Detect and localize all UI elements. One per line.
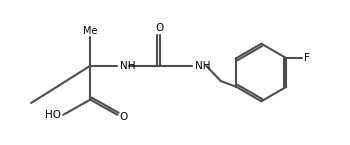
- Text: HO: HO: [45, 110, 61, 120]
- Text: NH: NH: [195, 61, 211, 71]
- Text: O: O: [119, 112, 127, 122]
- Text: Me: Me: [83, 26, 98, 36]
- Text: O: O: [156, 22, 164, 32]
- Text: F: F: [304, 53, 310, 63]
- Text: NH: NH: [120, 61, 136, 71]
